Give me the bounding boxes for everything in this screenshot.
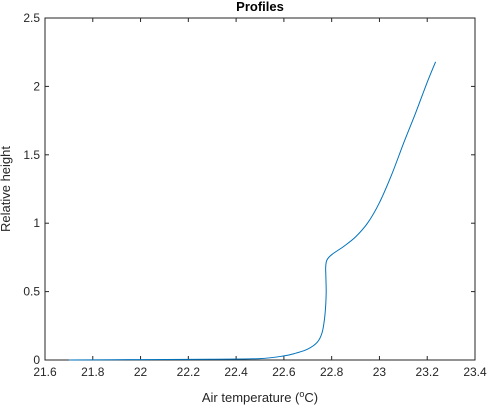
- chart-title: Profiles: [236, 0, 284, 14]
- x-axis: 21.6 21.8 22 22.2 22.4 22.6 22.8 23 23.2 23.4: [33, 18, 487, 379]
- y-tick-label: 2: [33, 79, 40, 93]
- x-tick-label: 23: [373, 365, 387, 379]
- x-axis-label-suffix: C): [304, 390, 318, 405]
- x-tick-label: 22.4: [224, 365, 248, 379]
- x-axis-label-sup: o: [299, 389, 304, 399]
- y-axis: 0 0.5 1 1.5 2 2.5: [23, 11, 475, 367]
- x-tick-label: 22: [134, 365, 148, 379]
- x-axis-label-prefix: Air temperature (: [202, 390, 300, 405]
- plot-area: [44, 17, 476, 361]
- y-tick-label: 2.5: [23, 11, 40, 25]
- x-tick-label: 21.6: [33, 365, 57, 379]
- y-tick-label: 0.5: [23, 285, 40, 299]
- x-tick-label: 22.8: [320, 365, 344, 379]
- y-axis-label: Relative height: [0, 146, 13, 232]
- y-tick-label: 1.5: [23, 148, 40, 162]
- series-layer: [68, 61, 437, 361]
- y-tick-label: 1: [33, 216, 40, 230]
- x-tick-label: 22.6: [272, 365, 296, 379]
- x-tick-label: 21.8: [81, 365, 105, 379]
- x-tick-label: 23.4: [463, 365, 487, 379]
- x-axis-label: Air temperature (oC): [202, 389, 318, 405]
- y-tick-label: 0: [33, 353, 40, 367]
- x-tick-label: 23.2: [416, 365, 440, 379]
- series-line: [68, 61, 437, 361]
- x-tick-label: 22.2: [177, 365, 201, 379]
